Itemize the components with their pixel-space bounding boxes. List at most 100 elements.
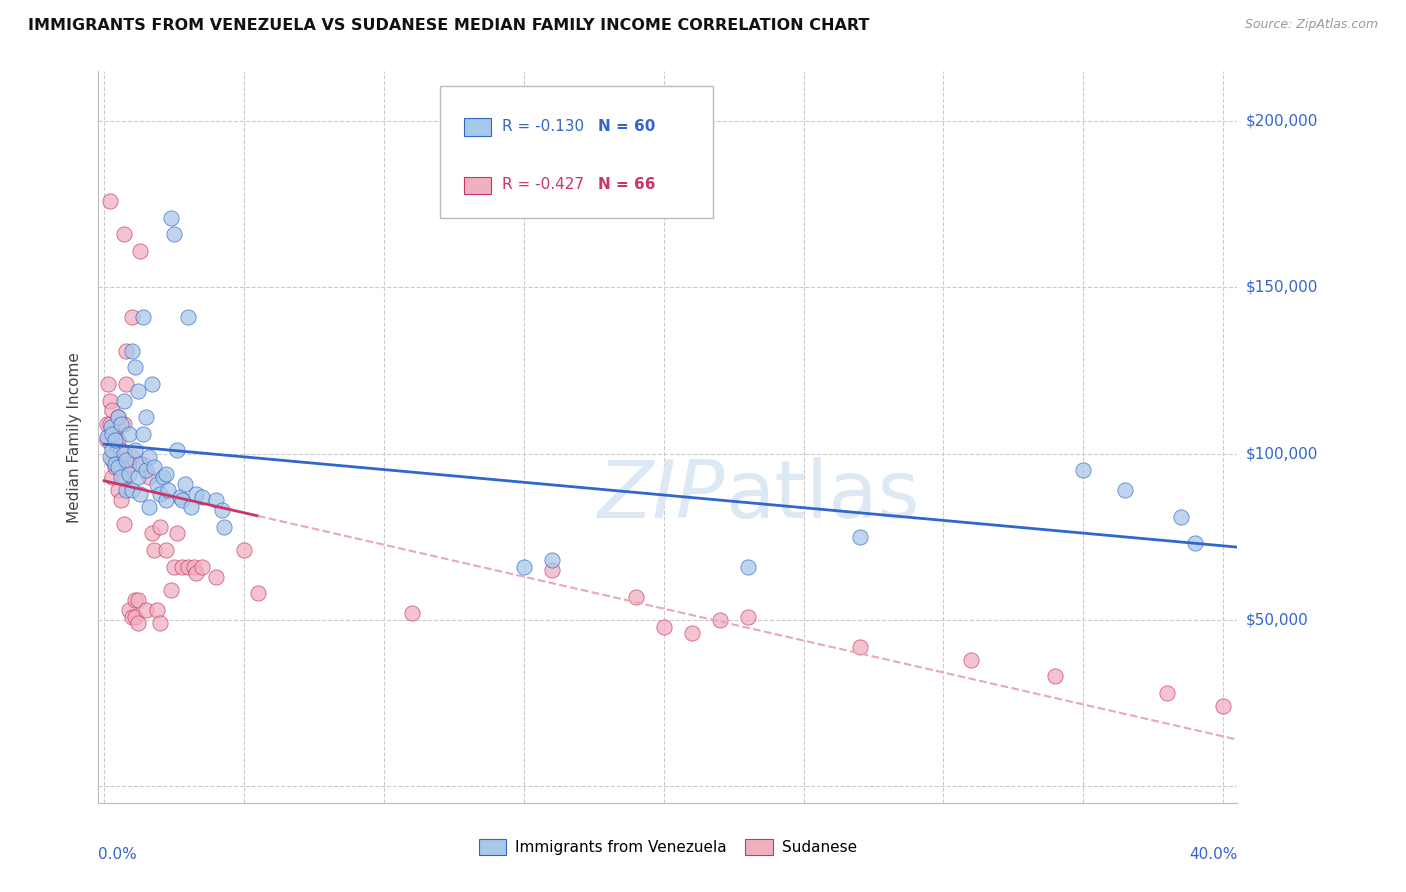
Point: [115, 483, 138, 498]
Text: $150,000: $150,000: [1246, 280, 1317, 295]
Point: [121, 310, 143, 325]
Point: [104, 457, 127, 471]
Point: [121, 450, 143, 464]
Point: [1184, 536, 1206, 550]
Point: [513, 559, 536, 574]
Point: [737, 609, 759, 624]
Point: [104, 460, 127, 475]
Point: [186, 486, 208, 500]
Point: [124, 609, 146, 624]
Point: [101, 443, 124, 458]
Point: [177, 310, 200, 325]
Point: [624, 590, 647, 604]
Point: [127, 470, 149, 484]
Text: IMMIGRANTS FROM VENEZUELA VS SUDANESE MEDIAN FAMILY INCOME CORRELATION CHART: IMMIGRANTS FROM VENEZUELA VS SUDANESE ME…: [28, 18, 869, 33]
Point: [101, 426, 124, 441]
Text: $100,000: $100,000: [1246, 446, 1317, 461]
Point: [110, 493, 132, 508]
Point: [112, 516, 135, 531]
FancyBboxPatch shape: [440, 86, 713, 218]
Point: [124, 360, 146, 375]
Point: [129, 244, 152, 258]
Text: Source: ZipAtlas.com: Source: ZipAtlas.com: [1244, 18, 1378, 31]
Point: [100, 420, 122, 434]
FancyBboxPatch shape: [464, 118, 491, 136]
Point: [186, 566, 208, 581]
Point: [112, 447, 135, 461]
Point: [163, 227, 186, 242]
Point: [180, 500, 202, 514]
Point: [121, 343, 143, 358]
Point: [1156, 686, 1178, 700]
Point: [143, 543, 166, 558]
Y-axis label: Median Family Income: Median Family Income: [67, 351, 83, 523]
Point: [138, 470, 160, 484]
Point: [146, 476, 169, 491]
FancyBboxPatch shape: [464, 177, 491, 194]
Point: [98, 194, 121, 208]
Point: [141, 526, 163, 541]
Point: [157, 483, 180, 498]
Point: [127, 593, 149, 607]
Point: [104, 447, 127, 461]
Point: [540, 553, 562, 567]
Point: [97, 376, 120, 391]
Point: [115, 376, 138, 391]
Text: $200,000: $200,000: [1246, 114, 1317, 128]
Point: [540, 563, 562, 577]
Text: R = -0.130: R = -0.130: [502, 119, 583, 134]
Point: [121, 483, 143, 498]
Point: [214, 520, 236, 534]
Point: [183, 559, 205, 574]
Point: [121, 609, 143, 624]
Text: N = 60: N = 60: [599, 119, 655, 134]
Legend: Immigrants from Venezuela, Sudanese: Immigrants from Venezuela, Sudanese: [472, 833, 863, 861]
Point: [118, 603, 141, 617]
Point: [191, 559, 214, 574]
Point: [848, 640, 870, 654]
Point: [177, 559, 200, 574]
Point: [149, 486, 172, 500]
Point: [737, 559, 759, 574]
Text: 0.0%: 0.0%: [98, 847, 138, 862]
Point: [98, 417, 121, 431]
Point: [135, 463, 157, 477]
Point: [174, 476, 197, 491]
Point: [652, 619, 675, 633]
Point: [115, 453, 138, 467]
Text: $50,000: $50,000: [1246, 613, 1309, 627]
Point: [101, 453, 124, 467]
Text: 40.0%: 40.0%: [1189, 847, 1237, 862]
Point: [115, 343, 138, 358]
Point: [246, 586, 269, 600]
Point: [205, 493, 228, 508]
Point: [155, 543, 177, 558]
Point: [132, 457, 155, 471]
Point: [172, 493, 194, 508]
Point: [101, 470, 124, 484]
Point: [112, 227, 135, 242]
Point: [112, 470, 135, 484]
Point: [135, 410, 157, 425]
Point: [110, 443, 132, 458]
Point: [143, 460, 166, 475]
Point: [127, 616, 149, 631]
Point: [1114, 483, 1136, 498]
Point: [1073, 463, 1095, 477]
Point: [124, 593, 146, 607]
Point: [132, 310, 155, 325]
Point: [107, 483, 129, 498]
Point: [96, 430, 118, 444]
Point: [107, 460, 129, 475]
Point: [232, 543, 254, 558]
Point: [107, 410, 129, 425]
Point: [152, 470, 174, 484]
Text: atlas: atlas: [725, 457, 920, 534]
Text: R = -0.427: R = -0.427: [502, 178, 583, 192]
Point: [191, 490, 214, 504]
Point: [112, 417, 135, 431]
Point: [169, 490, 191, 504]
Point: [129, 457, 152, 471]
Point: [149, 616, 172, 631]
Point: [135, 603, 157, 617]
